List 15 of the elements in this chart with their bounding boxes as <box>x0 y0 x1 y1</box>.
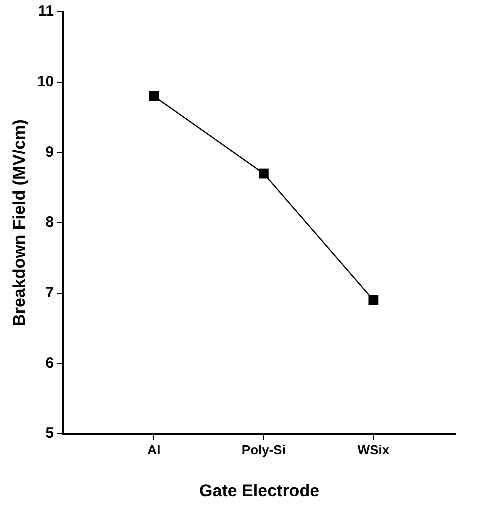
point <box>149 91 160 102</box>
x-tick-label: Poly-Si <box>242 442 286 458</box>
point <box>368 295 379 306</box>
point <box>258 168 269 179</box>
y-tick-label: 11 <box>38 3 54 20</box>
x-tick-label: Al <box>148 442 161 458</box>
x-tick-label: WSix <box>358 442 390 458</box>
y-tick-label: 6 <box>46 354 54 372</box>
y-tick-label: 5 <box>46 425 54 442</box>
y-tick-label: 9 <box>46 144 54 161</box>
x-axis-title: Gate Electrode <box>200 481 320 500</box>
y-tick-label: 7 <box>46 284 54 302</box>
y-axis-title: Breakdown Field (MV/cm) <box>10 120 29 326</box>
y-tick-label: 8 <box>46 214 54 232</box>
y-tick-label: 10 <box>37 73 54 90</box>
